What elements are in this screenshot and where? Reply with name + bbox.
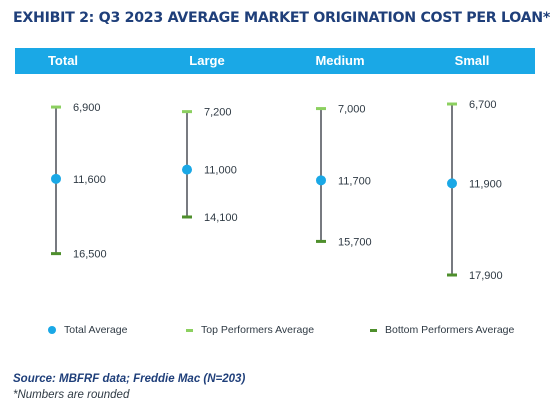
- total-average-dot-medium: [316, 175, 326, 186]
- bottom-value-label-medium: 15,700: [338, 236, 372, 248]
- legend-top-performers: Top Performers Average: [186, 323, 314, 337]
- legend-total-average: Total Average: [48, 323, 127, 337]
- top-value-label-total: 6,900: [73, 102, 101, 114]
- bottom-performer-mark-total: [51, 252, 61, 256]
- legend-label: Bottom Performers Average: [385, 324, 515, 336]
- average-value-label-small: 11,900: [469, 178, 502, 190]
- header-label-total: Total: [47, 53, 79, 68]
- bottom-value-label-total: 16,500: [73, 249, 107, 261]
- top-value-label-small: 6,700: [469, 99, 497, 111]
- legend-dot-icon: [48, 326, 56, 334]
- source-text: Source: MBFRF data; Freddie Mac (N=203): [13, 373, 246, 385]
- top-value-label-large: 7,200: [204, 107, 232, 119]
- top-performer-mark-total: [51, 105, 61, 109]
- category-header-band: Total Large Medium Small: [15, 48, 535, 74]
- average-value-label-large: 11,000: [204, 165, 237, 177]
- top-performer-mark-large: [182, 110, 192, 114]
- top-performer-mark-small: [447, 102, 457, 106]
- bottom-value-label-large: 14,100: [204, 212, 238, 224]
- chart-title: EXHIBIT 2: Q3 2023 AVERAGE MARKET ORIGIN…: [13, 10, 550, 26]
- legend-label: Top Performers Average: [201, 324, 315, 336]
- total-average-dot-small: [447, 178, 457, 189]
- legend-bar-light-icon: [186, 328, 193, 332]
- total-average-dot-total: [51, 173, 61, 184]
- footnote-text: *Numbers are rounded: [13, 389, 130, 401]
- header-label-small: Small: [454, 53, 490, 68]
- range-chart: 6,900 11,600 16,500 7,200 11,000 14,100 7,000 1…: [51, 99, 503, 282]
- legend-bar-dark-icon: [370, 328, 377, 332]
- top-performer-mark-medium: [316, 107, 326, 111]
- bottom-performer-mark-large: [182, 215, 192, 219]
- legend-bottom-performers: Bottom Performers Average: [370, 323, 514, 337]
- bottom-value-label-small: 17,900: [469, 270, 503, 282]
- bottom-performer-mark-medium: [316, 239, 326, 243]
- average-value-label-total: 11,600: [73, 174, 106, 186]
- bottom-performer-mark-small: [447, 273, 457, 277]
- legend-label: Total Average: [64, 324, 128, 336]
- header-label-large: Large: [189, 53, 225, 68]
- average-value-label-medium: 11,700: [338, 175, 371, 187]
- header-label-medium: Medium: [315, 53, 365, 68]
- total-average-dot-large: [182, 164, 192, 175]
- top-value-label-medium: 7,000: [338, 104, 366, 116]
